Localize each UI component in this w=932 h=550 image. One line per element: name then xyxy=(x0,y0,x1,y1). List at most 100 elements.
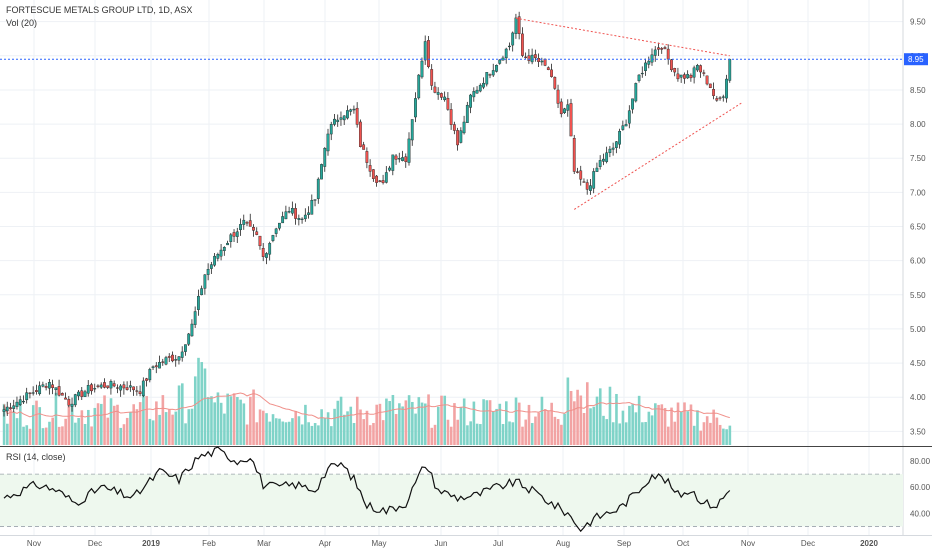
candle xyxy=(226,240,229,246)
candle xyxy=(31,386,35,396)
candle-body xyxy=(284,211,288,220)
volume-bar xyxy=(686,411,690,445)
candle-body xyxy=(598,160,602,167)
volume-bar xyxy=(125,417,129,445)
candle-body xyxy=(621,125,625,130)
time-axis-label: May xyxy=(371,539,386,548)
volume-bar xyxy=(427,394,430,445)
price-tick-label: 9.50 xyxy=(910,18,926,27)
candle-body xyxy=(167,356,171,358)
candle xyxy=(323,147,327,172)
time-axis-label: Nov xyxy=(27,539,41,548)
candle-body xyxy=(511,32,515,46)
candle-body xyxy=(106,385,110,388)
candle-body xyxy=(342,115,346,121)
candle-body xyxy=(443,96,447,101)
volume-bar xyxy=(138,402,142,445)
volume-bar xyxy=(592,406,596,445)
candle xyxy=(359,119,362,148)
volume-bar xyxy=(449,426,453,445)
candle xyxy=(407,132,411,166)
candle-body xyxy=(209,264,213,269)
volume-bar xyxy=(404,400,408,445)
volume-bar xyxy=(443,395,447,445)
volume-bar xyxy=(158,414,161,445)
candle-body xyxy=(517,16,521,34)
candle xyxy=(99,382,103,389)
candle xyxy=(611,142,615,156)
candle-body xyxy=(640,72,644,75)
time-axis-label: Jul xyxy=(493,539,503,548)
candle xyxy=(184,344,187,356)
candle xyxy=(41,381,45,388)
volume-bar xyxy=(514,397,518,445)
volume-bar xyxy=(54,392,58,445)
candle xyxy=(287,206,291,214)
rsi-tick-label: 80.00 xyxy=(910,457,931,466)
volume-bar xyxy=(631,404,634,445)
candle-body xyxy=(715,98,719,101)
candle xyxy=(527,49,531,64)
candle-body xyxy=(433,86,437,93)
candle-body xyxy=(219,249,223,257)
candle-body xyxy=(38,385,42,395)
candle-body xyxy=(391,154,395,171)
candle-body xyxy=(41,384,45,387)
candle-body xyxy=(371,169,375,179)
candle xyxy=(478,83,482,93)
volume-bar xyxy=(265,413,268,445)
candle xyxy=(627,105,631,129)
candle xyxy=(128,380,132,392)
volume-bars xyxy=(2,357,732,445)
candle xyxy=(154,362,158,374)
candle xyxy=(449,103,453,130)
candle-body xyxy=(248,220,252,227)
volume-bar xyxy=(475,423,479,445)
candle-body xyxy=(320,164,323,180)
candle-body xyxy=(294,208,297,219)
candle xyxy=(278,222,281,231)
candle xyxy=(44,382,48,391)
candle xyxy=(271,234,275,243)
candle-body xyxy=(226,242,229,246)
candle xyxy=(229,232,233,248)
candle xyxy=(187,332,191,346)
candle-body xyxy=(712,89,715,96)
volume-bar xyxy=(15,418,19,445)
volume-bar xyxy=(262,410,265,445)
candle-body xyxy=(265,253,268,258)
volume-bar xyxy=(624,422,628,445)
volume-bar xyxy=(722,428,725,445)
volume-bar xyxy=(25,425,29,445)
candle xyxy=(307,206,310,219)
candle-body xyxy=(365,151,369,163)
candle-body xyxy=(653,49,657,56)
candle xyxy=(420,57,424,79)
candle xyxy=(504,47,508,64)
volume-bar xyxy=(161,395,165,445)
candle-body xyxy=(456,130,459,146)
candle-body xyxy=(423,41,427,61)
candle xyxy=(670,58,673,72)
price-tick-label: 8.00 xyxy=(910,120,926,129)
candle-body xyxy=(12,405,16,409)
candle-body xyxy=(64,397,67,400)
candle xyxy=(320,163,323,180)
candle xyxy=(589,178,592,195)
candle xyxy=(18,395,22,406)
candle-body xyxy=(566,104,570,111)
candle-body xyxy=(683,74,686,79)
candle-body xyxy=(352,108,356,111)
volume-bar xyxy=(155,401,158,445)
candle xyxy=(90,382,93,395)
volume-bar xyxy=(488,400,492,445)
volume-bar xyxy=(673,421,677,445)
candle-body xyxy=(200,288,204,296)
rsi-band xyxy=(0,474,903,527)
candle-body xyxy=(297,218,301,220)
candle-body xyxy=(90,384,93,392)
candle-body xyxy=(326,133,330,152)
volume-bar xyxy=(573,401,576,445)
candle-body xyxy=(47,381,51,389)
candle xyxy=(572,134,576,175)
